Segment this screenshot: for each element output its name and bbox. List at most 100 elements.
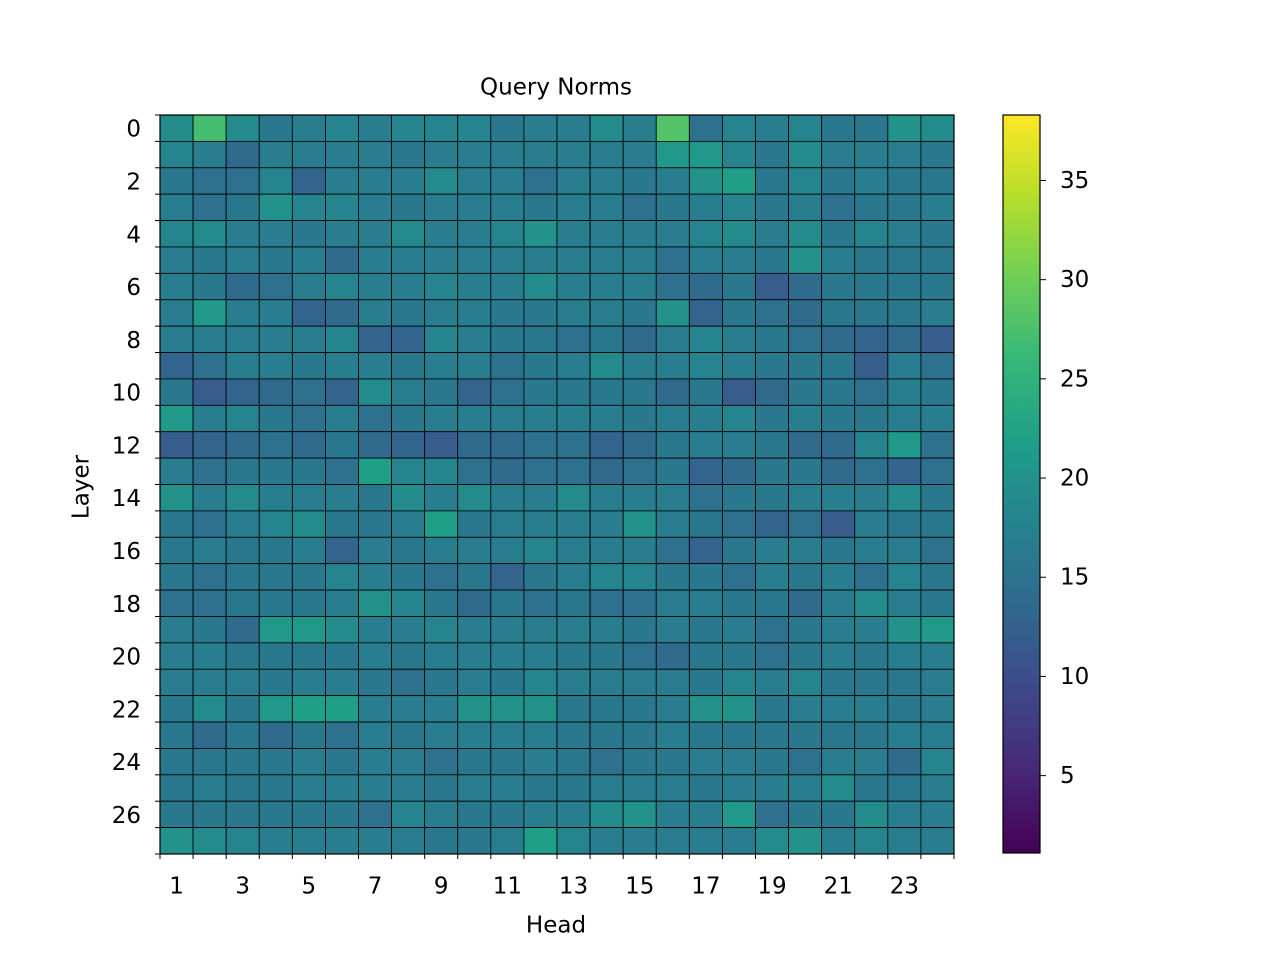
- heatmap-cell: [622, 140, 657, 169]
- heatmap-cell: [920, 325, 955, 353]
- heatmap-cell: [291, 378, 326, 406]
- heatmap-cell: [655, 167, 690, 195]
- heatmap-cell: [490, 589, 525, 617]
- heatmap-cell: [589, 616, 624, 644]
- heatmap-cell: [523, 246, 558, 274]
- heatmap-cell: [490, 774, 525, 802]
- heatmap-cell: [887, 325, 922, 353]
- heatmap-cell: [258, 220, 293, 248]
- heatmap-cell: [556, 484, 591, 512]
- heatmap-cell: [688, 748, 723, 776]
- heatmap-cell: [854, 721, 889, 749]
- heatmap-cell: [159, 140, 194, 169]
- heatmap-cell: [887, 748, 922, 776]
- heatmap-cell: [589, 140, 624, 169]
- heatmap-cell: [854, 378, 889, 406]
- y-tick-label: 10: [112, 381, 141, 407]
- heatmap-cell: [391, 774, 426, 802]
- heatmap-cell: [655, 748, 690, 776]
- heatmap-cell: [523, 431, 558, 459]
- heatmap-cell: [589, 114, 624, 142]
- heatmap-cell: [490, 114, 525, 142]
- heatmap-cell: [722, 299, 756, 327]
- heatmap-cell: [225, 800, 260, 829]
- heatmap-cell: [457, 431, 492, 459]
- heatmap-cell: [722, 140, 756, 169]
- heatmap-cell: [391, 748, 426, 776]
- heatmap-cell: [655, 668, 690, 697]
- heatmap-cell: [391, 325, 426, 353]
- heatmap-cell: [688, 246, 723, 274]
- heatmap-cell: [192, 220, 227, 248]
- heatmap-cell: [325, 457, 359, 485]
- heatmap-cell: [490, 404, 525, 433]
- colorbar-tick-label: 30: [1060, 267, 1089, 293]
- heatmap-cell: [821, 404, 856, 433]
- heatmap-cell: [722, 536, 756, 565]
- heatmap-cell: [523, 616, 558, 644]
- heatmap-cell: [688, 378, 723, 406]
- heatmap-cell: [358, 220, 392, 248]
- heatmap-cell: [358, 510, 392, 538]
- heatmap-cell: [755, 800, 789, 829]
- heatmap-cell: [424, 167, 459, 195]
- heatmap-cell: [325, 299, 359, 327]
- heatmap-cell: [854, 484, 889, 512]
- heatmap-cell: [225, 510, 260, 538]
- heatmap-cell: [258, 457, 293, 485]
- heatmap-cell: [225, 695, 260, 723]
- heatmap-cell: [589, 536, 624, 565]
- heatmap-cell: [821, 510, 856, 538]
- heatmap-cell: [755, 299, 789, 327]
- heatmap-cell: [556, 616, 591, 644]
- heatmap-cell: [755, 536, 789, 565]
- heatmap-cell: [523, 272, 558, 301]
- heatmap-cell: [424, 536, 459, 565]
- heatmap-cell: [920, 272, 955, 301]
- heatmap-cell: [291, 642, 326, 670]
- heatmap-cell: [722, 484, 756, 512]
- heatmap-cell: [490, 748, 525, 776]
- heatmap-cell: [887, 616, 922, 644]
- heatmap-cell: [258, 695, 293, 723]
- heatmap-cell: [589, 404, 624, 433]
- heatmap-cell: [490, 167, 525, 195]
- heatmap-cell: [788, 721, 823, 749]
- heatmap-cell: [325, 193, 359, 221]
- heatmap-cell: [291, 193, 326, 221]
- heatmap-cell: [192, 431, 227, 459]
- heatmap-cell: [391, 457, 426, 485]
- heatmap-cell: [755, 563, 789, 591]
- heatmap-cell: [391, 193, 426, 221]
- heatmap-cell: [490, 642, 525, 670]
- heatmap-cell: [490, 800, 525, 829]
- x-tick-label: 11: [493, 874, 522, 900]
- heatmap-cell: [358, 800, 392, 829]
- heatmap-cell: [192, 193, 227, 221]
- heatmap-cell: [655, 695, 690, 723]
- heatmap-cell: [358, 431, 392, 459]
- heatmap-cell: [556, 642, 591, 670]
- heatmap-cell: [258, 748, 293, 776]
- heatmap-cell: [821, 272, 856, 301]
- heatmap-cell: [258, 484, 293, 512]
- heatmap-cell: [755, 642, 789, 670]
- heatmap-cell: [589, 484, 624, 512]
- heatmap-cell: [622, 246, 657, 274]
- heatmap-cell: [788, 668, 823, 697]
- heatmap-cell: [755, 484, 789, 512]
- heatmap-cell: [887, 774, 922, 802]
- heatmap-cell: [358, 246, 392, 274]
- colorbar-tick-label: 25: [1060, 366, 1089, 392]
- heatmap-cell: [424, 642, 459, 670]
- heatmap-cell: [291, 721, 326, 749]
- heatmap-cell: [854, 589, 889, 617]
- heatmap-cell: [722, 642, 756, 670]
- heatmap-cell: [457, 220, 492, 248]
- heatmap-cell: [755, 510, 789, 538]
- heatmap-cell: [920, 695, 955, 723]
- heatmap-cell: [821, 352, 856, 380]
- heatmap-cell: [589, 748, 624, 776]
- heatmap-cell: [688, 299, 723, 327]
- heatmap-cell: [854, 536, 889, 565]
